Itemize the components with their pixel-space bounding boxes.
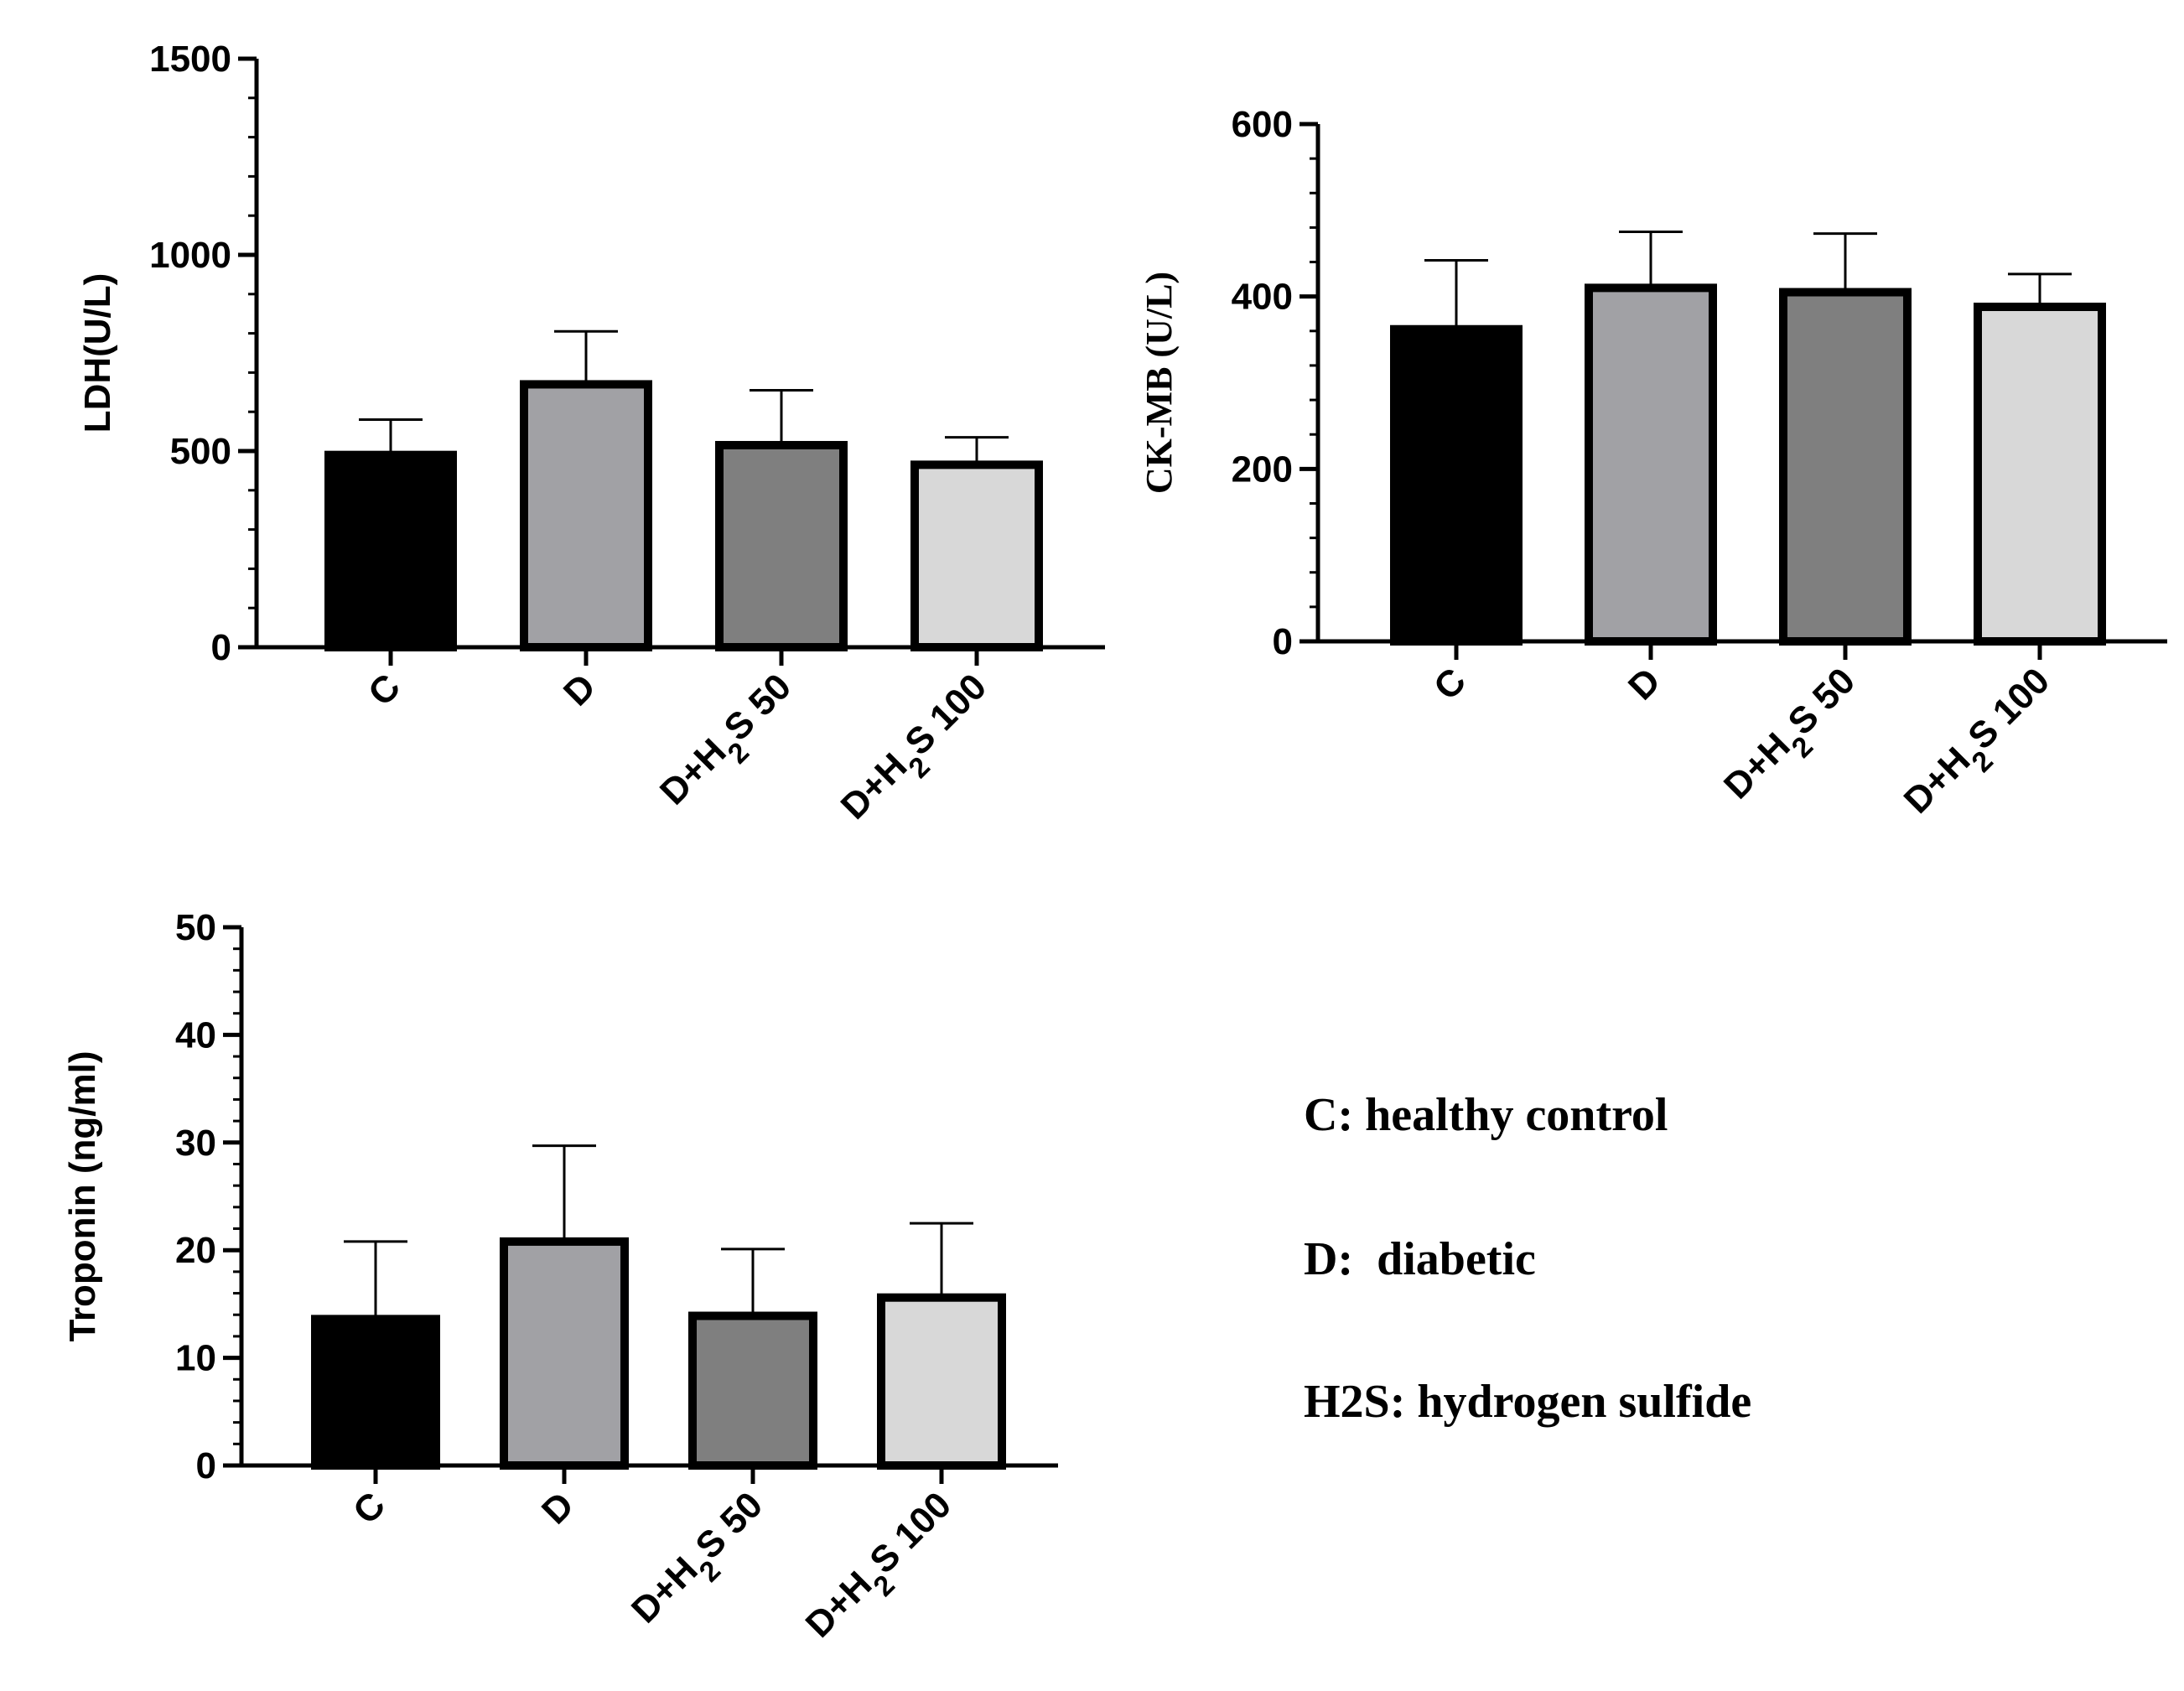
x-tick-label: D	[1621, 660, 1668, 708]
x-tick-label: D+H2S 100	[798, 1484, 969, 1655]
x-tick-label: C	[361, 666, 408, 713]
y-axis-label: LDH(U/L)	[77, 273, 118, 433]
bar	[520, 380, 652, 651]
legend-item-h2s: H2S: hydrogen sulfide	[1304, 1376, 1752, 1428]
x-tick-label: C	[345, 1484, 393, 1532]
x-tick-label: D+H2S 50	[652, 666, 809, 822]
y-tick-label: 200	[1232, 449, 1293, 490]
y-tick-label: 0	[196, 1445, 216, 1486]
y-tick-label: 0	[1273, 621, 1293, 662]
x-tick-label: D	[534, 1484, 582, 1532]
y-tick-label: 50	[175, 907, 216, 948]
y-tick-label: 1000	[149, 235, 231, 276]
bar	[500, 1237, 629, 1470]
x-tick-label: C	[1426, 660, 1474, 708]
y-tick-label: 0	[211, 627, 231, 668]
y-tick-label: 40	[175, 1014, 216, 1056]
y-tick-label: 600	[1232, 104, 1293, 145]
legend-item-diabetic: D: diabetic	[1304, 1233, 1536, 1285]
x-tick-label: D+H2S 100	[833, 666, 1004, 837]
chart-panel-3: 0 10 20 30 40 50 Troponin (ng/ml) C D D+H2S 50D+H…	[62, 907, 1058, 1655]
bar	[324, 450, 457, 651]
bar	[910, 460, 1043, 651]
legend-item-control: C: healthy control	[1304, 1089, 1668, 1141]
x-tick-label: D+H2S 50	[1716, 660, 1873, 817]
x-tick-label: D+H2S 50	[624, 1484, 781, 1641]
bar	[688, 1311, 817, 1471]
chart-panel-1: 0 500 1000 1500 LDH(U/L) C D D+H2S 50D+H2S 100	[77, 39, 1105, 837]
bar	[1974, 303, 2106, 646]
bar	[311, 1315, 440, 1470]
y-tick-label: 20	[175, 1230, 216, 1271]
y-tick-label: 30	[175, 1123, 216, 1164]
x-tick-label: D+H2S 100	[1896, 660, 2067, 831]
y-axis-label: CK-MB (U/L)	[1139, 272, 1180, 494]
y-tick-label: 500	[170, 431, 231, 472]
y-tick-label: 1500	[149, 39, 231, 80]
bar	[1585, 283, 1717, 646]
bar	[1390, 324, 1523, 646]
bar	[715, 440, 848, 651]
chart-panel-2: 0 200 400 600 CK-MB (U/L) C D D+H2S 50D+H2S 100	[1139, 104, 2167, 831]
y-axis-label: Troponin (ng/ml)	[62, 1050, 103, 1341]
bar	[877, 1293, 1006, 1471]
x-tick-label: D	[556, 666, 604, 713]
y-tick-label: 400	[1232, 277, 1293, 318]
y-tick-label: 10	[175, 1338, 216, 1379]
bar	[1779, 288, 1912, 646]
